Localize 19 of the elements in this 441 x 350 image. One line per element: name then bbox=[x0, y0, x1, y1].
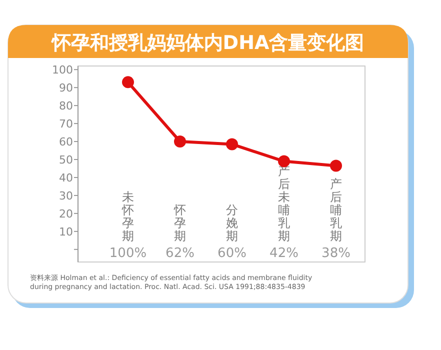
chart-title: 怀孕和授乳妈妈体内DHA含量变化图 bbox=[50, 32, 364, 54]
point bbox=[226, 138, 238, 150]
y-tick-label: 20 bbox=[59, 207, 73, 220]
y-tick-label: 100 bbox=[52, 64, 73, 77]
point bbox=[122, 76, 134, 88]
x-tick-label: 分娩期 60% bbox=[218, 203, 246, 261]
point bbox=[174, 136, 186, 148]
x-tick-label: 产后哺乳期 38% bbox=[322, 177, 350, 261]
y-tick-label: 80 bbox=[59, 100, 73, 113]
y-tick-label: 60 bbox=[59, 136, 73, 149]
y-tick-label: 10 bbox=[59, 225, 73, 238]
x-tick-label: 怀孕期 62% bbox=[166, 203, 194, 261]
y-tick-label: 50 bbox=[59, 154, 73, 167]
y-tick-label: 40 bbox=[59, 171, 73, 184]
y-tick-label: 30 bbox=[59, 189, 73, 202]
x-tick-label: 未怀孕期 100% bbox=[109, 190, 147, 261]
y-tick-label: 70 bbox=[59, 118, 73, 131]
point bbox=[330, 160, 342, 172]
y-tick-label: 90 bbox=[59, 82, 73, 95]
